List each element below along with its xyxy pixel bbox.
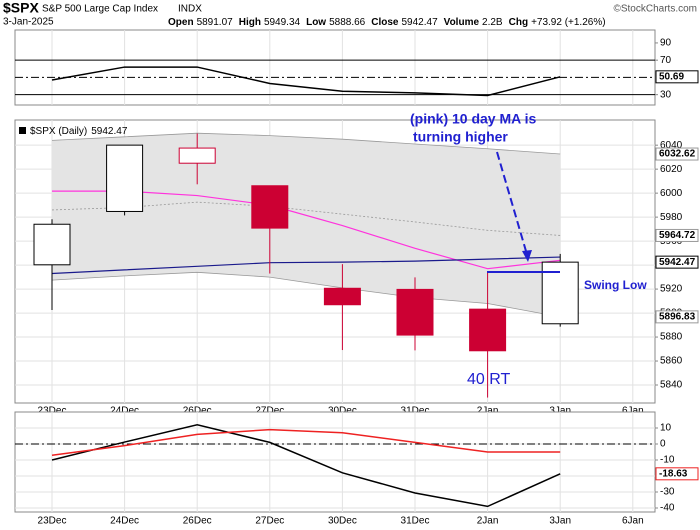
y-tick-label: 90 (660, 38, 672, 49)
panels: 9070503060406020600059805960594059205900… (14, 29, 683, 527)
y-tick-label: -40 (660, 503, 675, 514)
stat-value: +73.92 (+1.26%) (531, 17, 606, 28)
y-tick-label: -30 (660, 487, 675, 498)
band-fill (52, 133, 561, 317)
y-tick-label: 5860 (660, 356, 683, 367)
value-tag-box (655, 228, 699, 242)
annotation: 40 RT (467, 371, 511, 388)
candle-body (33, 223, 71, 266)
y-tick-label: 30 (660, 89, 672, 100)
x-tick-label: 2Jan (477, 516, 499, 527)
value-tag-box (655, 70, 699, 84)
y-tick-label: 10 (660, 423, 672, 434)
value-tag: 5964.72 (659, 230, 696, 241)
exchange: INDX (178, 4, 202, 15)
annotation-arrow (496, 151, 529, 259)
y-tick-label: 5840 (660, 380, 683, 391)
value-tag: -18.63 (659, 468, 688, 479)
series-line (51, 66, 561, 97)
overlay-line (51, 132, 561, 155)
stat-value: 5891.07 (197, 17, 234, 28)
y-tick-label: 6040 (660, 140, 683, 151)
credit: ©StockCharts.com (613, 4, 697, 15)
x-tick-label: 30Dec (328, 516, 357, 527)
x-tick-label: 23Dec (38, 406, 67, 417)
y-tick-label: 5880 (660, 332, 683, 343)
series-line (51, 428, 561, 456)
legend-value: 5942.47 (91, 126, 128, 137)
stat-label: Open (168, 17, 194, 28)
x-tick-label: 24Dec (110, 406, 139, 417)
annotation: turning higher (413, 129, 508, 145)
value-tag: 5896.83 (659, 312, 696, 323)
candle-body (396, 288, 434, 336)
y-tick-label: 6000 (660, 188, 683, 199)
annotation: (pink) 10 day MA is (410, 111, 537, 127)
x-tick-label: 31Dec (401, 406, 430, 417)
candle-body (251, 185, 289, 229)
stat-label: High (239, 17, 261, 28)
x-tick-label: 27Dec (255, 406, 284, 417)
y-tick-label: 0 (660, 439, 666, 450)
y-tick-label: 5980 (660, 212, 683, 223)
y-tick-label: 6020 (660, 164, 683, 175)
candle-body (469, 308, 507, 352)
candle-body (323, 287, 361, 306)
annotation: Swing Low (584, 278, 647, 292)
series-line (51, 424, 561, 508)
x-tick-label: 31Dec (401, 516, 430, 527)
value-tag-box (655, 310, 699, 324)
x-tick-label: 26Dec (183, 406, 212, 417)
symbol: $SPX (3, 0, 39, 16)
stat-label: Close (371, 17, 399, 28)
x-tick-label: 3Jan (549, 516, 571, 527)
stat-value: 2.2B (482, 17, 503, 28)
x-tick-label: 24Dec (110, 516, 139, 527)
stats: Open 5891.07 High 5949.34 Low 5888.66 Close 594… (168, 17, 606, 28)
x-tick-label: 2Jan (477, 406, 499, 417)
legend-label: $SPX (Daily) (30, 126, 87, 137)
y-tick-label: 70 (660, 55, 672, 66)
overlay-line (51, 256, 561, 275)
stat-label: Volume (444, 17, 480, 28)
value-tag-box (655, 255, 699, 269)
value-tag-box (655, 147, 699, 161)
value-tag: 5942.47 (659, 257, 696, 268)
value-tag-box (655, 467, 699, 481)
stat-label: Chg (509, 17, 528, 28)
arrow-head (522, 250, 532, 262)
overlay-line (51, 271, 561, 318)
x-tick-label: 27Dec (255, 516, 284, 527)
index-name: S&P 500 Large Cap Index (42, 4, 158, 15)
panel-frame (14, 411, 656, 513)
x-tick-label: 30Dec (328, 406, 357, 417)
x-tick-label: 23Dec (38, 516, 67, 527)
x-tick-label: 26Dec (183, 516, 212, 527)
x-tick-label: 3Jan (549, 406, 571, 417)
stat-value: 5888.66 (329, 17, 366, 28)
candle-body (106, 144, 144, 212)
y-tick-label: 5920 (660, 284, 683, 295)
stat-value: 5949.34 (264, 17, 301, 28)
legend-swatch (19, 127, 26, 134)
x-tick-label: 6Jan (622, 516, 644, 527)
value-tag: 50.69 (659, 71, 684, 82)
panel-frame (14, 29, 656, 106)
date: 3-Jan-2025 (3, 17, 54, 28)
value-tag: 6032.62 (659, 149, 696, 160)
stat-value: 5942.47 (401, 17, 438, 28)
stat-label: Low (306, 17, 326, 28)
candle-body (178, 147, 216, 164)
y-tick-label: -10 (660, 455, 675, 466)
legend: $SPX (Daily) 5942.47 (30, 126, 128, 137)
x-tick-label: 6Jan (622, 406, 644, 417)
